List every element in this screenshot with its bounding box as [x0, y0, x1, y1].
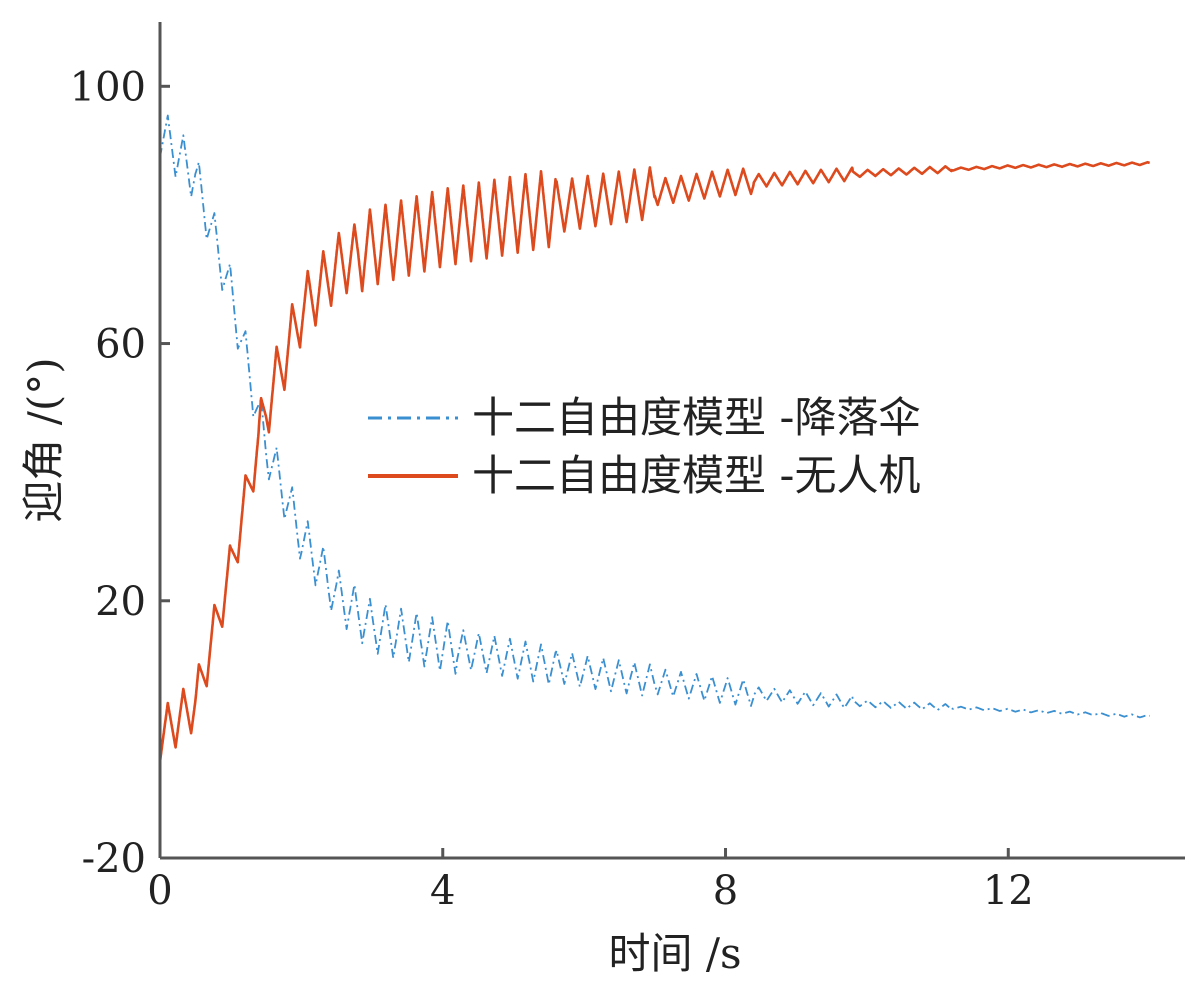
y-tick-label: 20 — [95, 579, 146, 625]
legend-label-parachute: 十二自由度模型 -降落伞 — [472, 393, 921, 442]
ticks: 0 4 8 12 -20 20 60 100 — [70, 64, 1034, 914]
legend-label-uav: 十二自由度模型 -无人机 — [472, 451, 921, 500]
series-line-parachute — [159, 114, 1151, 719]
x-tick-label: 0 — [147, 868, 172, 914]
x-tick-label: 4 — [430, 868, 455, 914]
y-axis-title: 迎角 /(°) — [19, 357, 68, 522]
x-tick-label: 12 — [983, 868, 1034, 914]
y-tick-label: 60 — [95, 322, 146, 368]
legend: 十二自由度模型 -降落伞 十二自由度模型 -无人机 — [368, 393, 921, 500]
x-tick-label: 8 — [713, 868, 738, 914]
y-tick-label: 100 — [70, 64, 146, 110]
plot-area — [158, 114, 1151, 762]
series-line-uav — [158, 160, 1151, 762]
y-tick-label: -20 — [82, 836, 146, 882]
x-axis-title: 时间 /s — [608, 929, 741, 978]
